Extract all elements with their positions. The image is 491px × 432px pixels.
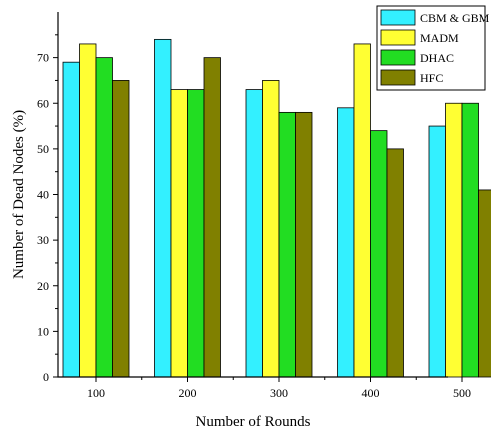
bar-cbm-gbm-200 bbox=[154, 38, 172, 378]
y-tick-label-30: 30 bbox=[37, 233, 49, 247]
bar-dhac-200 bbox=[187, 89, 205, 378]
y-tick-label-70: 70 bbox=[37, 51, 49, 65]
x-tick-label-300: 300 bbox=[270, 386, 288, 400]
bar-dhac-500 bbox=[461, 102, 479, 378]
x-tick-label-500: 500 bbox=[453, 386, 471, 400]
bar-madm-500 bbox=[445, 102, 463, 378]
bar-madm-200 bbox=[170, 89, 188, 378]
x-axis-label: Number of Rounds bbox=[196, 414, 311, 430]
bar-hfc-300 bbox=[295, 111, 313, 378]
legend-label-cbm-gbm: CBM & GBM bbox=[420, 11, 490, 25]
legend-label-dhac: DHAC bbox=[420, 51, 454, 65]
y-tick-label-40: 40 bbox=[37, 188, 49, 202]
y-ticks: 0 10 20 30 40 50 60 70 bbox=[37, 34, 58, 384]
legend-swatch-cbm-gbm bbox=[380, 9, 416, 26]
y-tick-label-10: 10 bbox=[37, 324, 49, 338]
legend: CBM & GBM MADM DHAC HFC bbox=[376, 5, 490, 91]
bar-cbm-gbm-400 bbox=[337, 107, 355, 378]
bar-cbm-gbm-500 bbox=[428, 125, 446, 378]
legend-swatch-hfc bbox=[380, 69, 416, 86]
y-axis-label: Number of Dead Nodes (%) bbox=[11, 110, 27, 279]
bar-cbm-gbm-300 bbox=[245, 89, 263, 378]
legend-label-madm: MADM bbox=[420, 31, 459, 45]
bar-madm-100 bbox=[79, 43, 97, 378]
bar-madm-400 bbox=[353, 43, 371, 378]
bar-cbm-gbm-100 bbox=[62, 61, 80, 378]
bar-hfc-100 bbox=[112, 80, 130, 378]
x-tick-label-100: 100 bbox=[87, 386, 105, 400]
y-tick-label-50: 50 bbox=[37, 142, 49, 156]
legend-swatch-dhac bbox=[380, 49, 416, 66]
bar-dhac-100 bbox=[95, 57, 113, 378]
legend-swatch-madm bbox=[380, 29, 416, 46]
bar-hfc-500 bbox=[478, 189, 491, 378]
y-tick-label-0: 0 bbox=[43, 370, 49, 384]
x-tick-label-200: 200 bbox=[179, 386, 197, 400]
y-tick-label-20: 20 bbox=[37, 279, 49, 293]
bar-hfc-200 bbox=[203, 57, 221, 378]
bar-dhac-400 bbox=[370, 130, 388, 378]
bars-layer bbox=[62, 38, 491, 378]
bar-hfc-400 bbox=[386, 148, 404, 378]
legend-label-hfc: HFC bbox=[420, 71, 443, 85]
x-ticks: 100 200 300 400 500 bbox=[87, 377, 471, 400]
bar-dhac-300 bbox=[278, 111, 296, 378]
x-tick-label-400: 400 bbox=[362, 386, 380, 400]
bar-madm-300 bbox=[262, 80, 280, 378]
y-tick-label-60: 60 bbox=[37, 96, 49, 110]
